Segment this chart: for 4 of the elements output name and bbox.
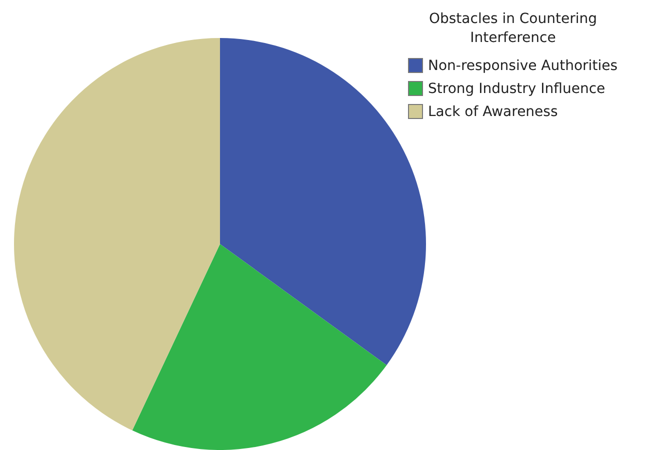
legend-title: Obstacles in Countering Interference (428, 10, 598, 48)
legend-label: Lack of Awareness (428, 104, 558, 120)
legend-label: Strong Industry Influence (428, 80, 606, 96)
legend-label: Non-responsive Authorities (428, 58, 618, 74)
